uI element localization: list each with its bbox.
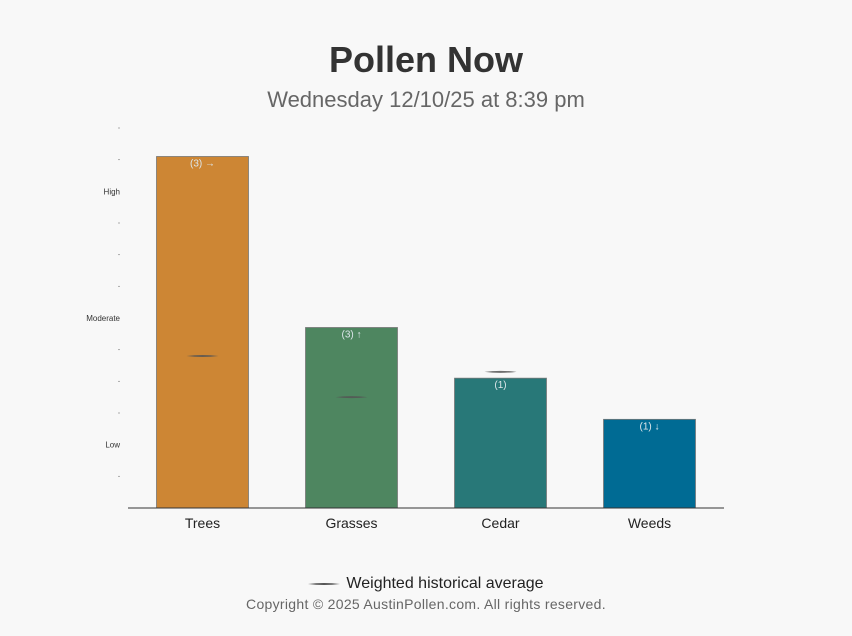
- bar-cedar: [454, 377, 547, 509]
- average-marker: [484, 370, 517, 373]
- y-tick-label: Low: [105, 441, 120, 450]
- bar-data-label: (1): [494, 380, 506, 391]
- average-marker-icon: [308, 582, 341, 585]
- x-tick-label: Cedar: [481, 515, 519, 531]
- bar-data-label: (1) ↓: [640, 421, 660, 432]
- y-tick-label: High: [104, 187, 120, 196]
- bar-data-label: (3) ↑: [342, 330, 362, 341]
- copyright-text: Copyright © 2025 AustinPollen.com. All r…: [246, 596, 606, 612]
- average-marker: [335, 396, 368, 399]
- chart-subtitle: Wednesday 12/10/25 at 8:39 pm: [267, 87, 585, 112]
- chart-title: Pollen Now: [328, 39, 523, 80]
- bar-weeds: [603, 418, 696, 509]
- chart-legend: Weighted historical average: [0, 575, 852, 593]
- bar-data-label: (3) →: [190, 159, 215, 170]
- bar-grasses: [305, 327, 398, 509]
- bar-trees: [156, 156, 249, 509]
- average-marker: [186, 355, 219, 357]
- x-tick-label: Trees: [185, 515, 220, 531]
- legend-label: Weighted historical average: [346, 575, 544, 592]
- x-tick-label: Grasses: [325, 515, 377, 531]
- y-tick-label: Moderate: [86, 314, 120, 323]
- x-tick-label: Weeds: [628, 515, 671, 531]
